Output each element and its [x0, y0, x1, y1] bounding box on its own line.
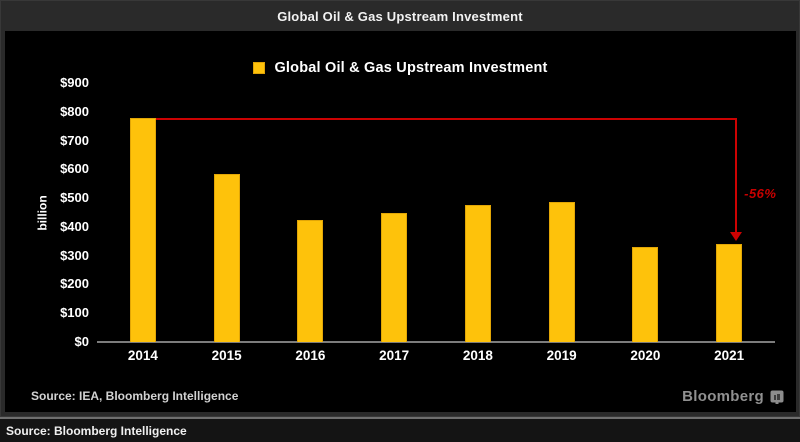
- bar-2014: [129, 117, 156, 342]
- y-tick-label: $300: [60, 247, 89, 263]
- bar-2019: [548, 202, 575, 342]
- bar-2017: [381, 212, 408, 342]
- y-tick-label: $0: [74, 334, 89, 349]
- caption-bar: Source: Bloomberg Intelligence: [0, 419, 800, 442]
- y-tick-label: $600: [60, 161, 89, 177]
- bar-2020: [632, 247, 659, 342]
- bloomberg-brand: Bloomberg: [682, 388, 784, 405]
- bar-2021: [716, 244, 743, 342]
- frame-bottom-divider: [0, 417, 800, 419]
- bar-2015: [213, 173, 240, 342]
- bloomberg-logo-icon: [770, 390, 784, 404]
- y-tick-label: $800: [60, 103, 89, 119]
- legend-label: Global Oil & Gas Upstream Investment: [274, 60, 548, 76]
- x-tick-label-2017: 2017: [379, 348, 410, 363]
- x-tick-label-2016: 2016: [295, 348, 326, 363]
- chart-legend: Global Oil & Gas Upstream Investment: [5, 58, 796, 78]
- y-tick-label: $400: [60, 218, 89, 234]
- caption-source-text: Source: Bloomberg Intelligence: [6, 423, 187, 438]
- y-tick-label: $500: [60, 190, 89, 206]
- x-tick-label-2015: 2015: [211, 348, 242, 363]
- bloomberg-wordmark: Bloomberg: [682, 388, 764, 405]
- chart-frame: Global Oil & Gas Upstream Investment Glo…: [0, 0, 800, 417]
- chart-title: Global Oil & Gas Upstream Investment: [277, 8, 523, 24]
- annotation-percent-label: -56%: [744, 186, 777, 202]
- x-tick-label-2019: 2019: [546, 348, 577, 363]
- chart-panel: Global Oil & Gas Upstream Investment bil…: [5, 31, 796, 412]
- x-tick-label-2018: 2018: [462, 348, 493, 363]
- chart-title-bar: Global Oil & Gas Upstream Investment: [1, 1, 799, 31]
- y-tick-label: $200: [60, 276, 89, 292]
- y-tick-label: $100: [60, 305, 89, 321]
- annotation-horizontal-line: [155, 117, 738, 120]
- y-tick-label: $700: [60, 132, 89, 148]
- annotation-arrowhead-icon: [730, 232, 743, 242]
- y-tick-label: $900: [60, 75, 89, 90]
- plot-area: billion $900 $800 $700 $600 $500 $400 $300 $200…: [36, 75, 776, 363]
- annotation-vertical-line: [735, 117, 738, 234]
- bar-2016: [297, 219, 324, 342]
- x-axis-line: [97, 341, 775, 343]
- source-note: Source: IEA, Bloomberg Intelligence: [31, 389, 239, 403]
- x-tick-label-2021: 2021: [714, 348, 745, 363]
- legend-swatch-icon: [253, 62, 266, 74]
- bar-2018: [464, 205, 491, 342]
- x-tick-label-2014: 2014: [127, 348, 158, 363]
- x-tick-label-2020: 2020: [630, 348, 661, 363]
